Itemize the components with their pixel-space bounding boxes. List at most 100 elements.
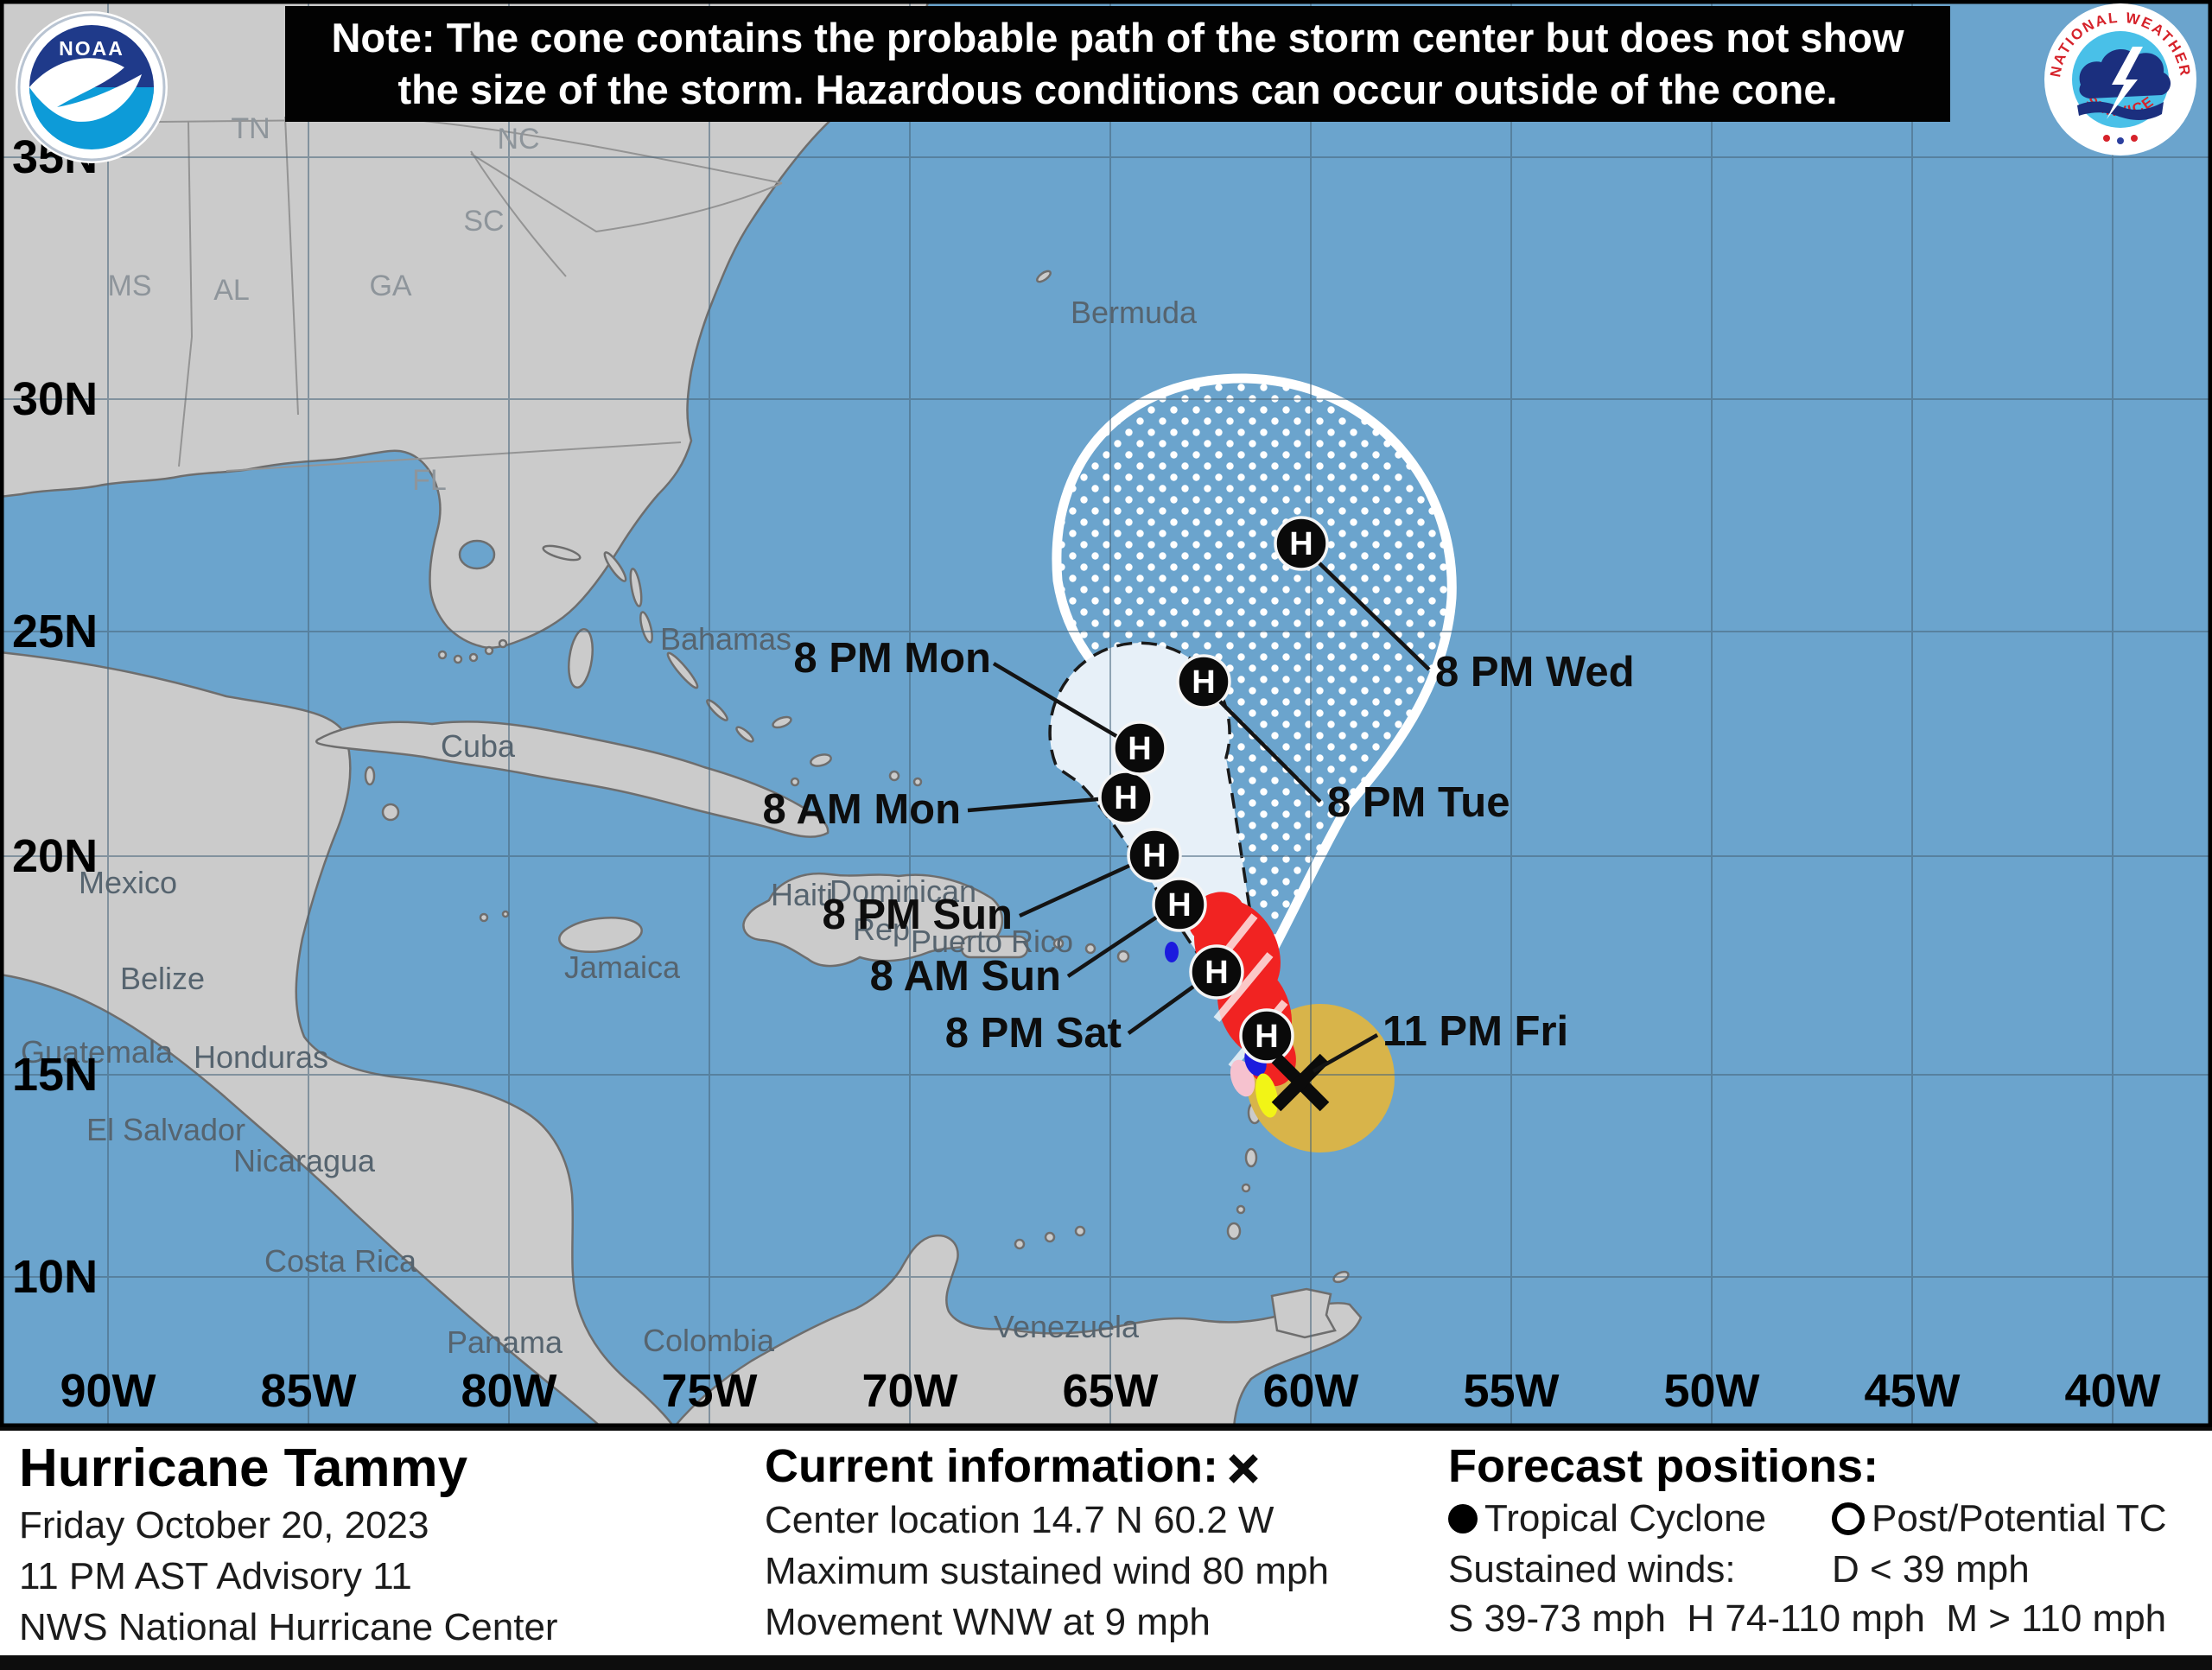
lon-label-40w: 40W xyxy=(2064,1365,2160,1417)
legend-post-label: Post/Potential TC xyxy=(1872,1497,2167,1540)
place-label-el-salvador: El Salvador xyxy=(86,1112,245,1147)
h-marker-8pm-sat: H xyxy=(1189,944,1244,1000)
land-trinidad xyxy=(1270,1287,1337,1339)
lon-label-55w: 55W xyxy=(1463,1365,1559,1417)
track-time-labels: 8 PM Mon 8 AM Mon 8 PM Sun 8 AM Sun 8 PM… xyxy=(762,635,1634,1057)
lon-label-90w: 90W xyxy=(60,1365,156,1417)
legend-depression-range: D < 39 mph xyxy=(1832,1548,2030,1591)
current-movement: Movement WNW at 9 mph xyxy=(765,1601,1211,1643)
legend-tropical-cyclone: Tropical Cyclone xyxy=(1448,1495,1832,1543)
landmasses xyxy=(0,0,1363,1427)
ts-warning-blue-patch xyxy=(1165,942,1179,962)
nws-wave xyxy=(2077,101,2164,120)
current-info-title: Current information: xyxy=(765,1438,1439,1495)
place-labels: TN NC SC GA AL MS FL Bermuda Bahamas Cub… xyxy=(21,112,1198,1360)
current-info-column: Current information: Center location 14.… xyxy=(765,1438,1439,1648)
storm-advisory: 11 PM AST Advisory 11 xyxy=(19,1555,412,1597)
forecast-map: H H H H H H H H TN NC SC GA AL MS FL Ber… xyxy=(0,0,2212,1427)
forecast-position-markers: H H H H H H H H xyxy=(1098,516,1330,1112)
legend-sustained-winds: Sustained winds: xyxy=(1448,1548,1736,1591)
note-line-1: Note: The cone contains the probable pat… xyxy=(331,15,1904,60)
current-info-title-text: Current information: xyxy=(765,1440,1218,1492)
track-label-8am-sun: 8 AM Sun xyxy=(870,953,1061,1000)
storm-date: Friday October 20, 2023 xyxy=(19,1504,429,1546)
nws-logo-icon: NATIONAL WEATHER SERVICE xyxy=(2044,3,2196,156)
place-label-costa-rica: Costa Rica xyxy=(264,1243,417,1279)
label-pointer-lines xyxy=(967,562,1431,1073)
map-frame xyxy=(0,0,2212,1427)
h-marker-8pm-tue: H xyxy=(1176,654,1231,709)
storm-title: Hurricane Tammy xyxy=(19,1438,468,1498)
info-bar: Hurricane Tammy Friday October 20, 2023 … xyxy=(0,1427,2212,1659)
lon-label-50w: 50W xyxy=(1663,1365,1759,1417)
lon-label-80w: 80W xyxy=(461,1365,556,1417)
place-label-belize: Belize xyxy=(120,961,205,996)
h-marker-8am-sun: H xyxy=(1152,877,1207,932)
place-label-guatemala: Guatemala xyxy=(21,1034,174,1070)
noaa-logo-icon: NOAA xyxy=(16,11,168,163)
land-hispaniola xyxy=(742,873,1003,968)
ts-watch-yellow-patch xyxy=(1255,1073,1278,1118)
lon-label-85w: 85W xyxy=(260,1365,356,1417)
place-label-bermuda: Bermuda xyxy=(1071,295,1198,330)
current-position-x-marker xyxy=(1271,1053,1330,1112)
place-label-venezuela: Venezuela xyxy=(994,1309,1140,1344)
place-label-panama: Panama xyxy=(447,1324,563,1360)
track-label-8pm-sat: 8 PM Sat xyxy=(945,1010,1122,1057)
open-circle-icon xyxy=(1832,1502,1865,1535)
h-marker-8pm-sun: H xyxy=(1127,828,1182,883)
lon-label-60w: 60W xyxy=(1262,1365,1358,1417)
wind-scale-line: S 39-73 mph H 74-110 mph M > 110 mph xyxy=(1448,1597,2167,1640)
state-label-fl: FL xyxy=(412,464,447,497)
storm-agency: NWS National Hurricane Center xyxy=(19,1606,558,1648)
graticule-labels: 35N 30N 25N 20N 15N 10N 90W 85W 80W 75W … xyxy=(12,131,2161,1417)
place-label-puerto-rico: Puerto Rico xyxy=(911,924,1073,959)
legend-post-potential: Post/Potential TC xyxy=(1832,1495,2212,1543)
note-line-2: the size of the storm. Hazardous conditi… xyxy=(397,67,1838,112)
state-label-ms: MS xyxy=(108,270,152,302)
track-label-8pm-tue: 8 PM Tue xyxy=(1327,779,1510,826)
nws-lightning xyxy=(2107,47,2143,119)
place-label-cuba: Cuba xyxy=(441,728,516,764)
svg-text:H: H xyxy=(1192,664,1215,701)
lake-okeechobee xyxy=(458,539,496,570)
filled-circle-icon xyxy=(1448,1504,1478,1533)
svg-text:H: H xyxy=(1289,526,1313,562)
lon-label-45w: 45W xyxy=(1864,1365,1960,1417)
land-us-southeast xyxy=(0,0,931,649)
forecast-positions-title: Forecast positions: xyxy=(1448,1440,1879,1492)
place-label-jamaica: Jamaica xyxy=(564,949,681,985)
lat-label-20n: 20N xyxy=(12,830,98,882)
svg-text:H: H xyxy=(1205,955,1228,991)
track-label-11pm-fri: 11 PM Fri xyxy=(1382,1008,1568,1055)
track-label-8pm-sun: 8 PM Sun xyxy=(822,892,1013,938)
lat-label-30n: 30N xyxy=(12,373,98,425)
land-puerto-rico xyxy=(960,935,1029,959)
track-label-8am-mon: 8 AM Mon xyxy=(762,786,961,833)
svg-text:H: H xyxy=(1255,1019,1278,1055)
place-label-colombia: Colombia xyxy=(643,1323,775,1358)
track-label-8pm-wed: 8 PM Wed xyxy=(1435,649,1635,695)
land-cuba xyxy=(315,721,830,838)
legend-grid: Tropical Cyclone Post/Potential TC Susta… xyxy=(1448,1495,2212,1594)
state-label-sc: SC xyxy=(463,205,504,238)
track-label-8pm-mon: 8 PM Mon xyxy=(793,635,991,682)
lon-label-75w: 75W xyxy=(661,1365,757,1417)
h-marker-8am-mon: H xyxy=(1098,770,1154,825)
lon-label-65w: 65W xyxy=(1062,1365,1158,1417)
h-marker-8pm-mon: H xyxy=(1112,721,1167,776)
svg-text:H: H xyxy=(1142,838,1166,874)
forecast-legend-column: Forecast positions: Tropical Cyclone Pos… xyxy=(1448,1438,2212,1644)
land-mexico-central-america xyxy=(0,651,676,1427)
state-label-ga: GA xyxy=(369,270,411,302)
land-jamaica xyxy=(558,917,643,953)
h-marker-8am-sat: H xyxy=(1239,1008,1294,1064)
place-label-bahamas: Bahamas xyxy=(660,621,791,657)
bottom-strip xyxy=(0,1655,2212,1670)
lat-label-10n: 10N xyxy=(12,1251,98,1303)
place-label-honduras: Honduras xyxy=(194,1039,328,1075)
state-label-tn: TN xyxy=(231,112,270,145)
lat-label-25n: 25N xyxy=(12,606,98,657)
storm-summary-column: Hurricane Tammy Friday October 20, 2023 … xyxy=(19,1438,558,1653)
